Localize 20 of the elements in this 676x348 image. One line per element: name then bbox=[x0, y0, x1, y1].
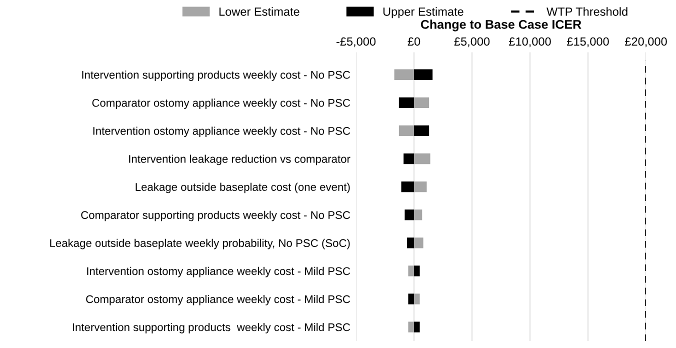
legend-label: Upper Estimate bbox=[383, 7, 464, 18]
y-tick-label: Comparator supporting products weekly cost - No PSC bbox=[81, 210, 350, 222]
x-tick-label: £10,000 bbox=[509, 37, 551, 48]
x-tick-label: £5,000 bbox=[454, 37, 490, 48]
y-tick-label: Intervention ostomy appliance weekly cost - Mild PSC bbox=[87, 266, 350, 278]
y-tick-label: Comparator ostomy appliance weekly cost - No PSC bbox=[92, 98, 350, 110]
y-tick-label: Intervention ostomy appliance weekly cost - No PSC bbox=[93, 126, 350, 138]
x-axis-title: Change to Base Case ICER bbox=[420, 20, 582, 32]
legend-label: WTP Threshold bbox=[546, 7, 628, 16]
y-tick-label: Intervention leakage reduction vs comparator bbox=[129, 154, 350, 166]
x-tick-label: £20,000 bbox=[625, 37, 667, 48]
y-tick-label: Intervention supporting products weekly cost - Mild PSC bbox=[72, 322, 350, 334]
x-tick-label: £0 bbox=[408, 37, 420, 46]
y-tick-label: Intervention supporting products weekly cost - No PSC bbox=[82, 70, 350, 81]
x-tick-label: -£5,000 bbox=[336, 37, 376, 48]
y-tick-label: Leakage outside baseplate weekly probability, No PSC (SoC) bbox=[50, 238, 350, 250]
legend-label: Lower Estimate bbox=[219, 7, 300, 16]
x-tick-label: £15,000 bbox=[567, 37, 609, 48]
y-tick-label: Comparator ostomy appliance weekly cost - Mild PSC bbox=[86, 294, 350, 306]
y-tick-label: Leakage outside baseplate cost (one event) bbox=[136, 182, 350, 194]
